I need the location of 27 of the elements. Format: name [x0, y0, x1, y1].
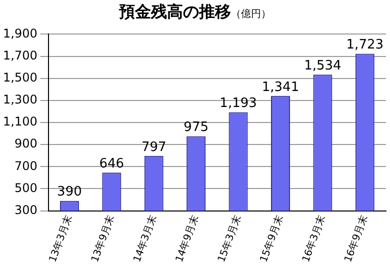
y-axis-title: （億円）	[231, 9, 271, 20]
y-tick-label: 1,700	[2, 48, 38, 62]
y-tick-label: 300	[14, 202, 38, 217]
x-tick-label: 14年3月末	[131, 214, 160, 264]
data-label: 797	[141, 140, 166, 155]
data-label: 646	[99, 156, 124, 172]
data-label: 1,193	[220, 96, 257, 112]
y-tick-label: 500	[14, 180, 38, 195]
data-label: 1,534	[304, 58, 342, 74]
data-label: 1,723	[346, 38, 384, 53]
data-label: 975	[184, 120, 208, 136]
x-tick-label: 16年9月末	[342, 214, 370, 264]
y-tick-label: 1,100	[2, 114, 38, 129]
y-tick-label: 1,900	[2, 26, 38, 40]
y-tick-label: 900	[14, 136, 38, 151]
data-label: 1,341	[262, 80, 300, 95]
x-tick-label: 16年3月末	[300, 214, 328, 264]
chart-title: 預金残高の推移	[119, 2, 231, 21]
x-tick-label: 14年9月末	[173, 214, 202, 264]
y-tick-label: 700	[14, 158, 38, 173]
x-tick-label: 15年9月末	[258, 214, 286, 264]
data-label: 390	[57, 184, 82, 200]
x-tick-label: 13年9月末	[88, 214, 117, 264]
y-tick-label: 1,300	[2, 92, 38, 107]
x-tick-label: 13年3月末	[46, 214, 75, 264]
y-tick-label: 1,500	[2, 70, 38, 84]
x-tick-label: 15年3月末	[215, 214, 244, 264]
